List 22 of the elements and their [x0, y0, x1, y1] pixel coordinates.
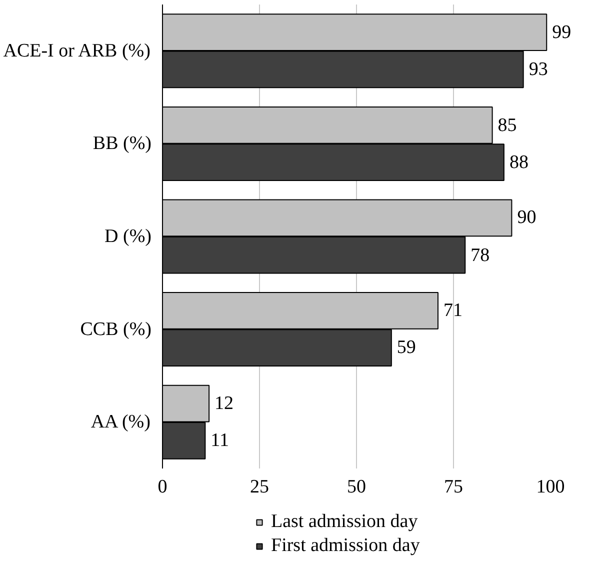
data-label: 85 [498, 114, 517, 137]
data-label: 90 [517, 207, 536, 230]
legend-label: Last admission day [271, 511, 418, 533]
y-tick-label: D (%) [104, 226, 152, 247]
y-tick-label: CCB (%) [80, 318, 152, 340]
data-label: 93 [528, 58, 548, 81]
data-label: 78 [470, 244, 490, 267]
y-tick-label: BB (%) [92, 133, 152, 154]
data-label: 99 [552, 22, 572, 44]
legend-label: First admission day [271, 535, 420, 557]
data-label: 88 [509, 152, 528, 174]
x-tick-label: 25 [250, 476, 269, 498]
y-tick-label: AA (%) [90, 412, 150, 433]
data-label: 59 [396, 337, 416, 360]
x-tick-label: 50 [347, 476, 366, 498]
y-tick-label: ACE-I or ARB (%) [3, 40, 150, 62]
x-tick-label: 75 [444, 476, 463, 498]
x-tick-label: 100 [536, 476, 565, 498]
data-label: 71 [443, 300, 462, 322]
x-tick-label: 0 [158, 476, 168, 498]
data-label: 11 [210, 430, 229, 452]
data-label: 12 [214, 393, 234, 416]
